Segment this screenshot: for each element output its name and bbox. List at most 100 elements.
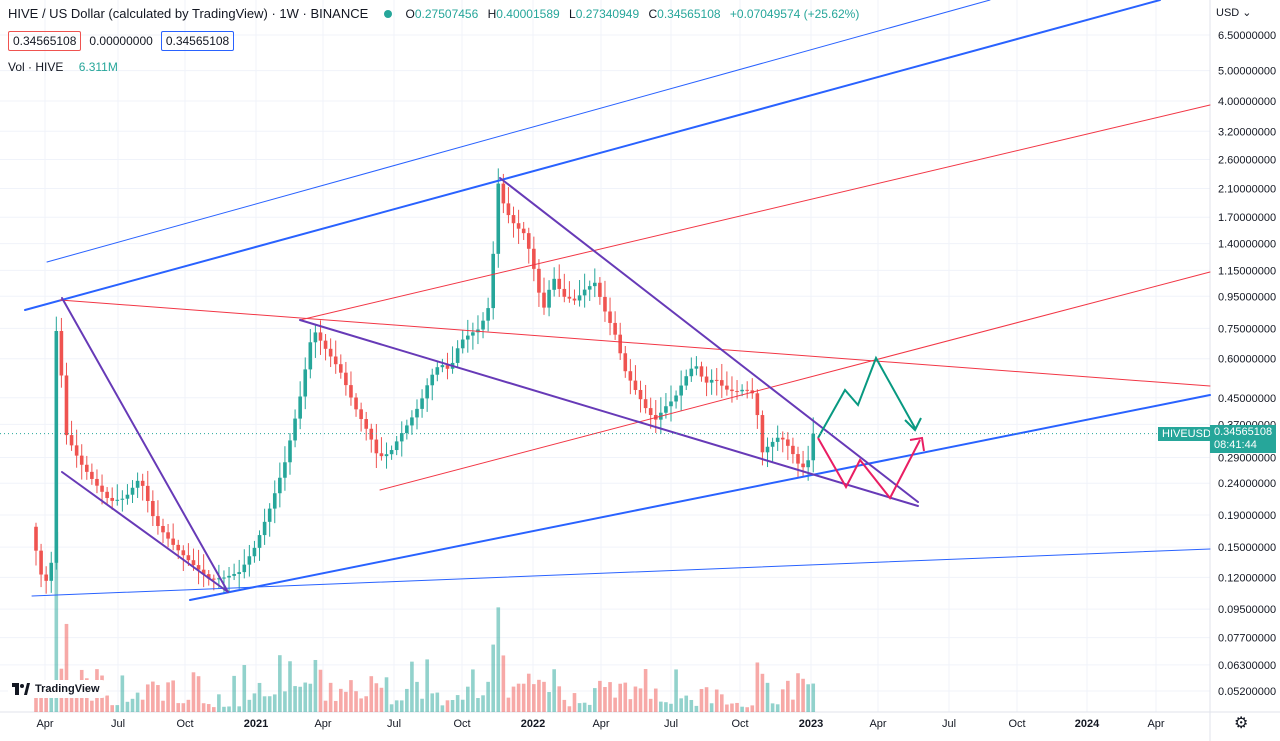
time-axis-label: Jul [387, 718, 401, 730]
price-axis-label: 4.00000000 [1218, 96, 1276, 108]
candle-body [801, 463, 805, 468]
volume-bar [151, 681, 155, 712]
candle-body [694, 366, 699, 369]
candle-body [333, 356, 338, 365]
candle-body [308, 342, 313, 370]
candle-body [303, 369, 308, 397]
last-price-tag: 0.34565108 08:41:44 [1210, 425, 1277, 453]
price-axis-label: 0.07700000 [1218, 633, 1276, 645]
price-axis-label: 0.75000000 [1218, 323, 1276, 335]
purple-wedge-upper-line[interactable] [499, 177, 919, 503]
candle-body [684, 376, 689, 386]
candle-body [186, 555, 191, 561]
candle-body [140, 480, 145, 486]
volume-bar [542, 681, 546, 712]
candle-body [318, 332, 323, 341]
sell-button[interactable]: 0.34565108 [8, 31, 82, 51]
chevron-down-icon: ⌄ [1242, 7, 1252, 19]
candle-body [267, 508, 272, 522]
volume-bar [603, 687, 607, 712]
volume-bar [399, 700, 404, 712]
candle-body [115, 499, 120, 501]
volume-bar [791, 699, 795, 712]
candle-body [135, 480, 140, 488]
purple-wedge-lower-line[interactable] [299, 319, 919, 507]
volume-bar [420, 698, 424, 712]
candle-body [638, 389, 643, 400]
volume-bar [618, 683, 622, 712]
volume-bar [130, 698, 135, 712]
volume-bar [176, 703, 181, 712]
tradingview-logo[interactable]: TradingView [8, 680, 106, 698]
price-axis-label: 0.60000000 [1218, 354, 1276, 366]
volume-bar [125, 701, 130, 712]
gear-icon[interactable]: ⚙ [1234, 715, 1249, 732]
candle-body [745, 389, 749, 391]
bullish-projection-path[interactable] [817, 355, 916, 439]
volume-bar [145, 684, 150, 712]
candle-body [806, 460, 810, 468]
price-axis-label: 0.06300000 [1218, 660, 1276, 672]
volume-bar [775, 704, 780, 712]
volume-bar [227, 706, 231, 712]
candle-body [212, 578, 216, 580]
candle-body [496, 183, 501, 254]
candle-body [796, 454, 800, 464]
candle-body [603, 296, 607, 312]
open-key: O [405, 7, 415, 21]
purple-wedge-line-2[interactable] [61, 471, 229, 593]
low-key: L [569, 7, 576, 21]
blue-channel-upper-line[interactable] [24, 0, 1161, 311]
buy-button[interactable]: 0.34565108 [160, 31, 235, 51]
bearish-projection-path[interactable] [817, 437, 921, 500]
volume-bar [369, 676, 374, 712]
volume-bar [415, 681, 419, 712]
volume-bar [105, 695, 109, 712]
volume-bar [318, 669, 323, 712]
volume-bar [257, 682, 262, 712]
price-axis-label: 0.19000000 [1218, 510, 1276, 522]
trade-buttons: 0.34565108 0.00000000 0.34565108 [8, 31, 235, 51]
time-axis-label: Oct [1008, 718, 1025, 730]
blue-support-line[interactable] [31, 548, 1211, 597]
candle-body [166, 532, 170, 539]
red-channel-lower-line[interactable] [379, 271, 1211, 491]
volume-bar [206, 704, 211, 712]
candle-body [399, 433, 404, 442]
time-axis-label: Oct [176, 718, 193, 730]
candle-body [491, 253, 495, 309]
price-axis-label: 0.29000000 [1218, 452, 1276, 464]
price-axis-label: 1.15000000 [1218, 265, 1276, 277]
symbol-title[interactable]: HIVE / US Dollar (calculated by TradingV… [8, 6, 369, 21]
high-value: 0.40001589 [496, 7, 560, 21]
blue-channel-lower-line[interactable] [189, 394, 1211, 601]
candle-body [217, 578, 221, 580]
price-axis-label: 2.60000000 [1218, 154, 1276, 166]
currency-selector[interactable]: USD ⌄ [1216, 6, 1252, 19]
volume-bar [293, 686, 297, 712]
volume-bar [582, 702, 587, 712]
volume-bar [379, 687, 384, 712]
volume-bar [674, 669, 678, 712]
price-axis-label: 1.70000000 [1218, 212, 1276, 224]
blue-channel-outer-line[interactable] [46, 0, 991, 263]
purple-wedge-line-1[interactable] [61, 297, 229, 593]
candle-body [669, 401, 673, 407]
volume-legend[interactable]: Vol · HIVE 6.311M [8, 60, 118, 74]
candle-body [232, 573, 236, 576]
volume-bar [486, 681, 490, 712]
red-descending-line[interactable] [59, 299, 1211, 387]
currency-label: USD [1216, 7, 1240, 19]
volume-bar [171, 680, 175, 712]
candle-body [689, 368, 694, 377]
candle-body [69, 435, 74, 446]
candle-body [394, 441, 399, 451]
candle-body [582, 289, 587, 296]
red-channel-upper-line[interactable] [299, 104, 1211, 321]
candle-body [374, 439, 379, 454]
volume-bar [445, 700, 450, 712]
candle-body [455, 348, 460, 363]
